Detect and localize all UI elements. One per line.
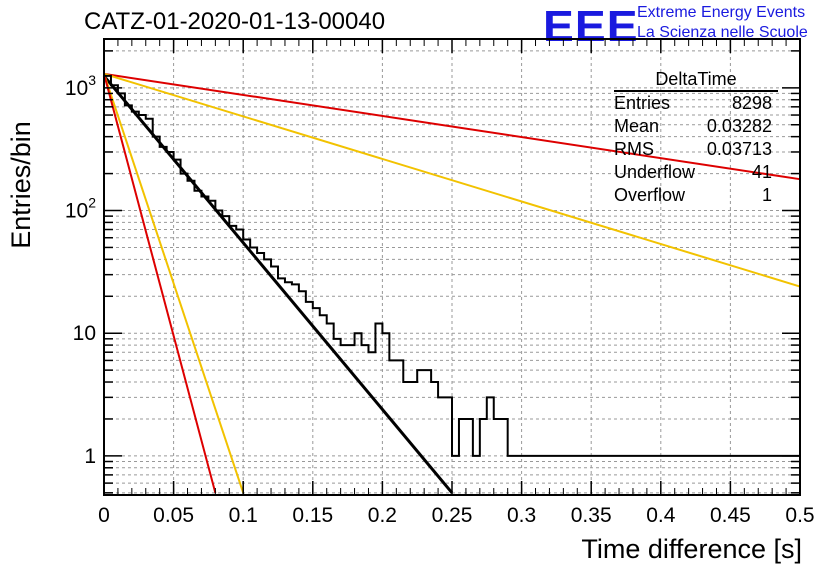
x-tick-label: 0.5: [785, 504, 814, 527]
x-tick-label: 0.35: [571, 504, 612, 527]
x-tick-label: 0.3: [507, 504, 536, 527]
stats-label: Underflow: [614, 162, 696, 182]
stats-box: DeltaTime Entries 8298 Mean 0.03282 RMS …: [614, 68, 778, 207]
org-line-2: La Scienza nelle Scuole: [637, 24, 808, 41]
stats-row-overflow: Overflow 1: [614, 184, 778, 207]
fit-line: [103, 73, 217, 494]
stats-value: 0.03713: [706, 139, 772, 159]
x-tick-label: 0.1: [229, 504, 258, 527]
stats-label: Overflow: [614, 185, 686, 205]
chart-title: CATZ-01-2020-01-13-00040: [84, 8, 386, 35]
stats-label: Mean: [614, 116, 660, 136]
x-tick-label: 0.05: [153, 504, 194, 527]
stats-row-underflow: Underflow 41: [614, 161, 778, 184]
x-tick-label: 0.4: [646, 504, 676, 527]
y-tick-label: 1: [84, 445, 96, 468]
stats-value: 0.03282: [706, 116, 772, 136]
x-tick-label: 0: [98, 504, 110, 527]
stats-value: 8298: [731, 93, 772, 113]
y-tick-label: 10: [73, 322, 96, 345]
x-tick-label: 0.15: [292, 504, 333, 527]
fit-line: [103, 73, 245, 494]
stats-row-rms: RMS 0.03713: [614, 138, 778, 161]
fit-line: [102, 74, 454, 494]
stats-row-mean: Mean 0.03282: [614, 115, 778, 138]
stats-value: 41: [751, 162, 772, 182]
org-line-1: Extreme Energy Events: [637, 4, 806, 21]
y-tick-label: 103: [65, 72, 96, 100]
y-tick-label: 102: [65, 195, 96, 223]
histogram-line: [103, 74, 801, 495]
stats-title: DeltaTime: [614, 68, 778, 92]
eee-logo: EEE: [543, 2, 639, 51]
x-axis-label: Time difference [s]: [581, 534, 802, 564]
x-tick-label: 0.2: [368, 504, 397, 527]
fit-line: [103, 72, 801, 288]
stats-label: Entries: [614, 93, 671, 113]
x-tick-label: 0.25: [432, 504, 473, 527]
stats-row-entries: Entries 8298: [614, 92, 778, 115]
fit-line: [103, 72, 801, 181]
stats-value: 1: [761, 185, 772, 205]
stats-label: RMS: [614, 139, 654, 159]
x-tick-label: 0.45: [710, 504, 751, 527]
